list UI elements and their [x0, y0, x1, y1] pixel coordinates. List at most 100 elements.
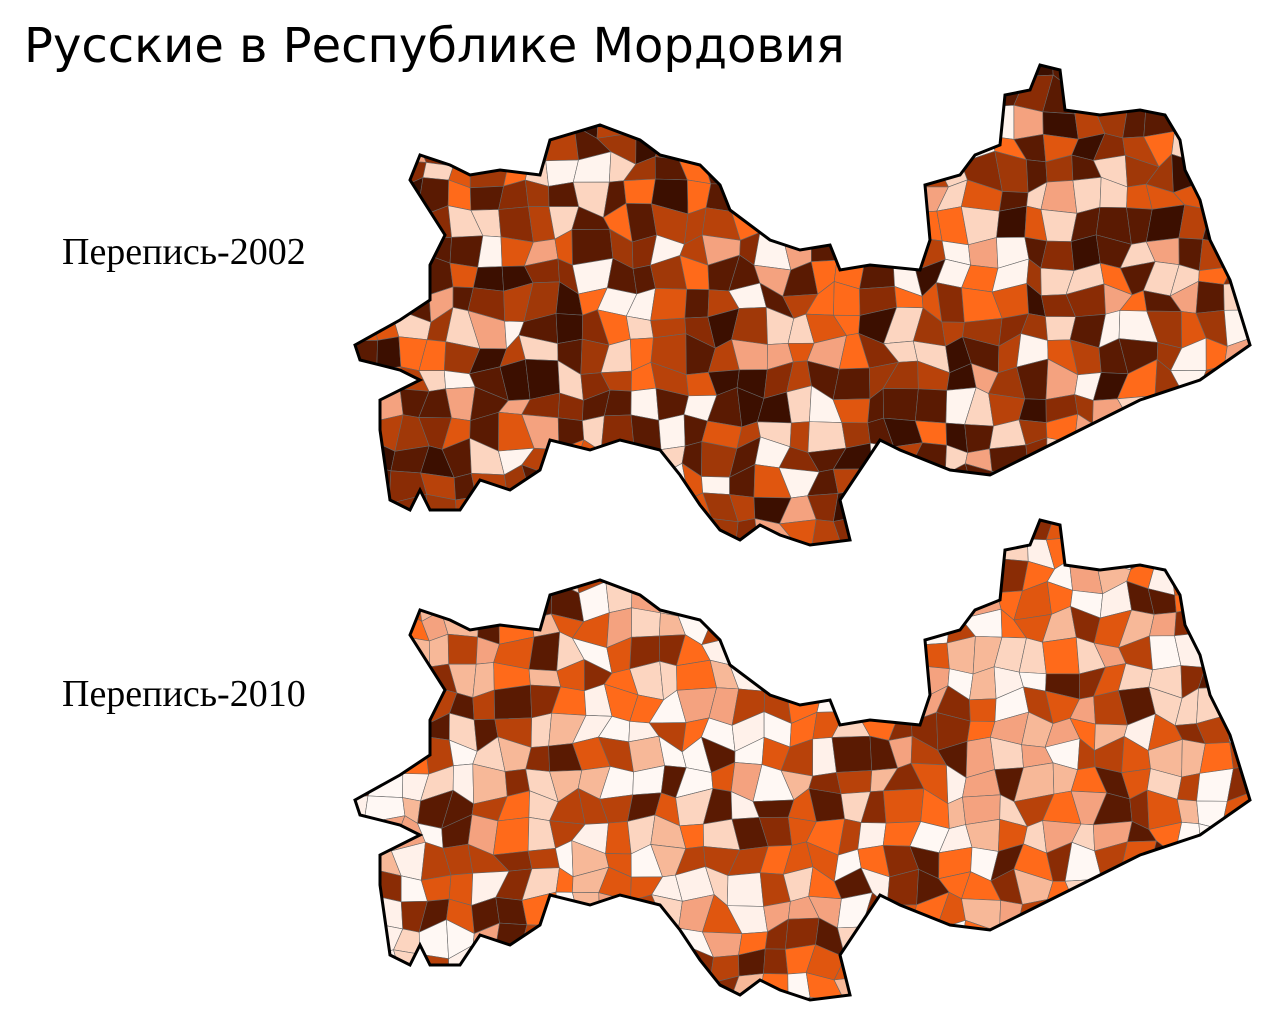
district	[840, 606, 870, 647]
district	[841, 185, 864, 213]
district	[355, 233, 370, 263]
district	[355, 392, 374, 426]
district	[390, 177, 424, 219]
district	[1248, 65, 1250, 88]
district	[367, 520, 400, 545]
district	[578, 520, 611, 545]
district	[911, 923, 951, 955]
district	[600, 449, 635, 475]
district	[609, 528, 639, 563]
district	[967, 1003, 996, 1020]
district	[355, 255, 370, 290]
district	[1222, 996, 1250, 1000]
district	[732, 560, 769, 592]
district	[993, 489, 1021, 521]
district	[1170, 866, 1208, 905]
district	[398, 520, 427, 542]
district	[857, 488, 898, 523]
district	[753, 231, 792, 271]
district	[810, 203, 847, 232]
district	[579, 922, 601, 955]
district	[1221, 542, 1250, 545]
district	[754, 581, 786, 610]
district	[913, 559, 938, 587]
district	[365, 555, 392, 582]
district	[450, 65, 469, 77]
district	[546, 954, 585, 978]
district	[1222, 65, 1250, 88]
district	[986, 944, 1024, 979]
district	[844, 1002, 865, 1020]
district	[766, 103, 789, 134]
district	[1038, 923, 1075, 952]
district	[1155, 65, 1177, 80]
district	[830, 65, 872, 84]
district	[1068, 65, 1101, 88]
district	[475, 496, 509, 520]
district	[1247, 978, 1250, 1000]
district	[686, 518, 713, 545]
district	[884, 612, 921, 646]
district	[355, 868, 372, 905]
district	[1174, 847, 1208, 883]
district	[866, 588, 898, 617]
district	[806, 126, 844, 163]
district	[910, 996, 940, 1000]
district	[495, 488, 533, 525]
district	[363, 983, 404, 1000]
district	[1173, 413, 1209, 451]
district	[787, 181, 812, 210]
district	[658, 490, 691, 528]
district	[760, 176, 794, 217]
district	[1249, 441, 1250, 472]
district	[1223, 584, 1250, 620]
district	[1225, 685, 1250, 723]
district	[883, 151, 924, 188]
district	[363, 65, 392, 82]
district	[947, 520, 978, 535]
district	[523, 542, 561, 545]
district	[581, 950, 612, 984]
district	[1227, 978, 1249, 998]
district	[1220, 522, 1250, 545]
district	[912, 489, 950, 528]
district	[355, 519, 377, 545]
district	[887, 976, 915, 1000]
district	[681, 1009, 706, 1020]
district	[1195, 520, 1232, 540]
district	[856, 236, 894, 264]
district	[704, 1004, 736, 1020]
district	[355, 565, 379, 584]
district	[389, 1005, 421, 1020]
district	[1204, 632, 1232, 674]
district	[856, 65, 895, 89]
district	[1101, 878, 1133, 894]
district	[478, 589, 500, 613]
district	[658, 414, 686, 450]
district	[1227, 844, 1250, 874]
district	[782, 581, 818, 615]
district	[1195, 393, 1233, 425]
district	[1199, 74, 1223, 113]
district	[1250, 788, 1280, 823]
district	[571, 65, 603, 88]
district	[631, 554, 661, 590]
district	[355, 101, 378, 138]
district	[1090, 82, 1129, 104]
district	[1222, 528, 1250, 569]
district	[1121, 493, 1146, 523]
district	[1230, 492, 1250, 528]
district	[778, 519, 817, 545]
district	[703, 65, 738, 87]
district	[789, 65, 821, 88]
district	[890, 694, 923, 722]
district	[1221, 424, 1250, 443]
district	[1103, 520, 1129, 545]
district	[499, 107, 534, 140]
district	[863, 1005, 898, 1020]
district	[1256, 924, 1280, 948]
district	[1147, 554, 1176, 596]
district	[784, 207, 812, 246]
district	[961, 944, 1001, 982]
district	[653, 554, 689, 590]
